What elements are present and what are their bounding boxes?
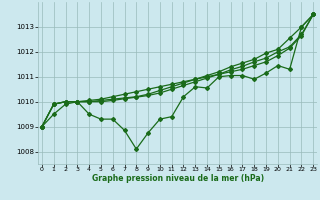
X-axis label: Graphe pression niveau de la mer (hPa): Graphe pression niveau de la mer (hPa) [92,174,264,183]
